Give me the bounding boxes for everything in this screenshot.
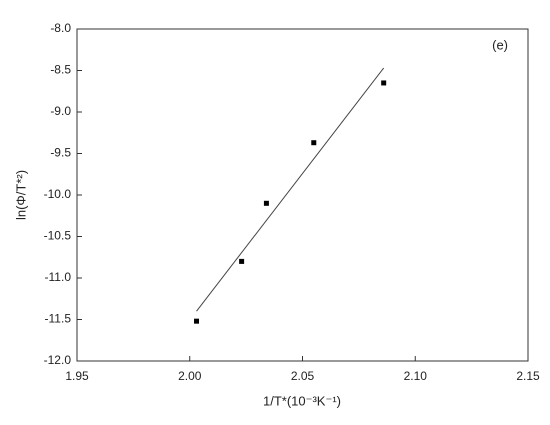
y-tick-label: -9.5 [50,146,71,160]
x-axis-label: 1/T*(10⁻³K⁻¹) [263,393,341,408]
y-tick-label: -11.5 [45,312,72,326]
annotation: (e) [492,37,508,52]
x-tick-label: 2.00 [178,369,202,383]
y-tick-label: -10.5 [44,229,72,243]
y-tick-label: -12.0 [44,353,72,367]
plot-frame [76,28,529,362]
y-tick-label: -11.0 [45,270,72,284]
x-tick-label: 1.95 [65,369,89,383]
y-tick-label: -10.0 [44,187,72,201]
data-point [311,140,317,146]
data-point [263,200,269,206]
fit-line [196,67,385,312]
x-tick-label: 2.10 [404,369,428,383]
data-point [194,318,200,324]
x-tick-label: 2.15 [516,369,540,383]
y-tick-label: -8.0 [50,21,71,35]
y-axis-label: ln(Φ/T*²) [13,170,28,220]
data-point [381,80,387,86]
y-tick-label: -9.0 [50,104,71,118]
y-tick-label: -8.5 [50,63,71,77]
data-point [239,258,245,264]
x-tick-label: 2.05 [291,369,315,383]
